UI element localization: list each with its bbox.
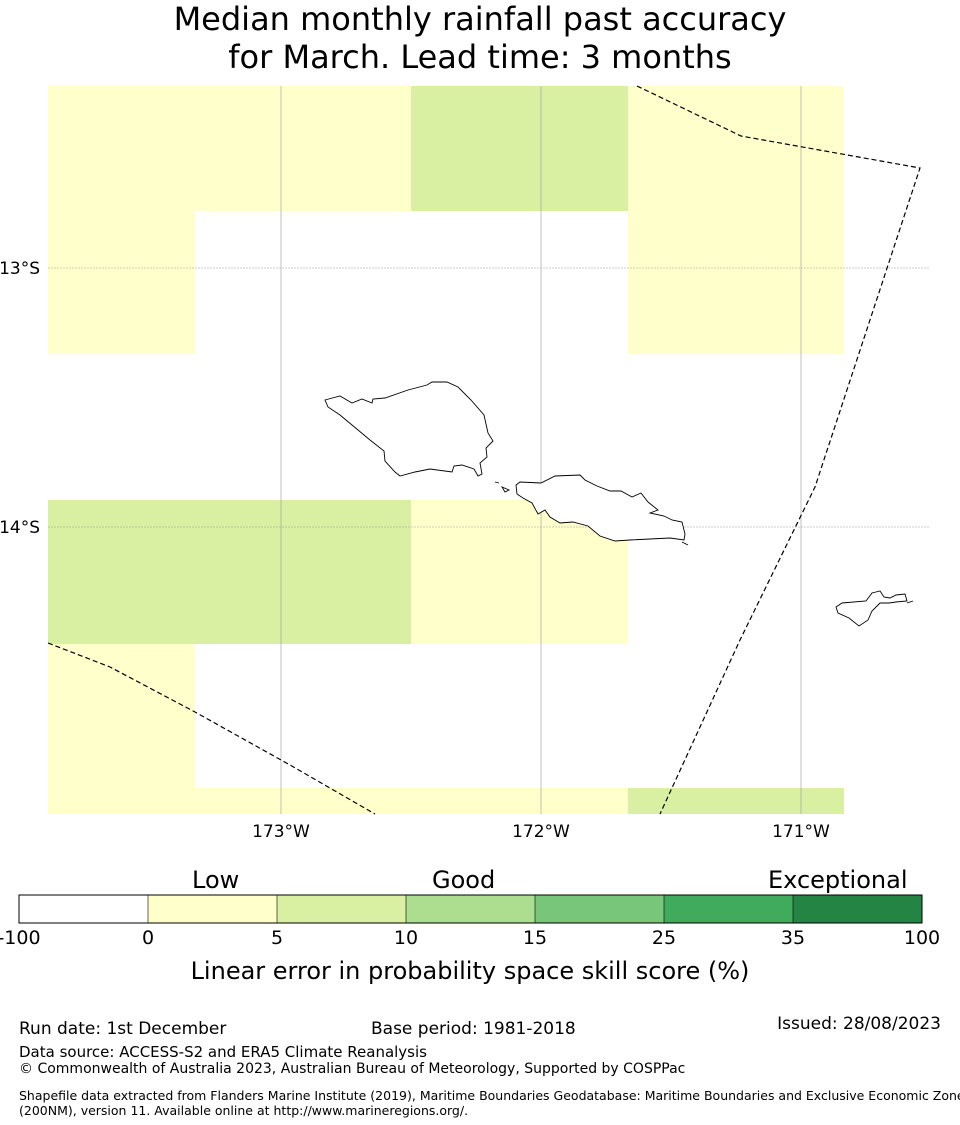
title-line-2: for March. Lead time: 3 months (228, 38, 732, 76)
lon-label-171w: 171°W (772, 822, 830, 842)
colorbar-segment (148, 895, 277, 923)
cell-low (48, 86, 411, 211)
cell-good (411, 86, 628, 211)
cell-good (628, 788, 844, 814)
island-savaii (324, 381, 494, 477)
reef-marks (494, 481, 914, 604)
legend-tick: 25 (651, 927, 677, 949)
legend-category-good: Good (432, 866, 496, 894)
map-title: Median monthly rainfall past accuracy fo… (0, 0, 960, 76)
colorbar-outline (18, 894, 923, 924)
island-tutuila (835, 590, 908, 627)
legend-tick: -100 (0, 927, 41, 949)
issued-date: Issued: 28/08/2023 (777, 1014, 941, 1034)
cell-low (628, 86, 844, 354)
base-period: Base period: 1981-2018 (371, 1019, 576, 1039)
colorbar (18, 894, 923, 924)
shapefile-credit-line-1: Shapefile data extracted from Flanders M… (19, 1088, 960, 1103)
map-figure: 13°S 14°S 173°W 172°W 171°W (0, 85, 930, 924)
colorbar-segment (277, 895, 406, 923)
legend-tick: 15 (522, 927, 548, 949)
colorbar-segment (19, 895, 148, 923)
shapefile-credit-line-2: (200NM), version 11. Available online at… (19, 1103, 469, 1118)
legend-tick: 100 (903, 927, 941, 949)
lat-label-13s: 13°S (0, 259, 40, 279)
coastlines (324, 381, 908, 627)
legend-tick: 5 (270, 927, 284, 949)
colorbar-segment (664, 895, 793, 923)
lon-label-173w: 173°W (252, 822, 310, 842)
cell-low (48, 211, 195, 354)
gridlines (48, 86, 930, 814)
cell-low (195, 788, 628, 814)
eez-boundary (47, 85, 921, 815)
lon-label-172w: 172°W (512, 822, 570, 842)
colorbar-segment (793, 895, 922, 923)
legend-tick: 10 (393, 927, 419, 949)
colorbar-label: Linear error in probability space skill … (190, 957, 750, 985)
lat-label-14s: 14°S (0, 518, 40, 538)
cell-low (48, 644, 195, 814)
copyright: © Commonwealth of Australia 2023, Austra… (19, 1061, 686, 1077)
legend-category-exceptional: Exceptional (768, 866, 908, 894)
skill-grid (48, 86, 844, 814)
cell-good (48, 500, 411, 644)
colorbar-segment (535, 895, 664, 923)
legend-tick: 35 (780, 927, 806, 949)
legend-tick: 0 (141, 927, 155, 949)
island-manono (500, 486, 511, 493)
island-upolu (515, 474, 686, 542)
run-date: Run date: 1st December (19, 1019, 227, 1039)
data-source: Data source: ACCESS-S2 and ERA5 Climate … (19, 1043, 427, 1061)
title-line-1: Median monthly rainfall past accuracy (173, 0, 787, 38)
legend-category-low: Low (192, 866, 240, 894)
colorbar-segment (406, 895, 535, 923)
